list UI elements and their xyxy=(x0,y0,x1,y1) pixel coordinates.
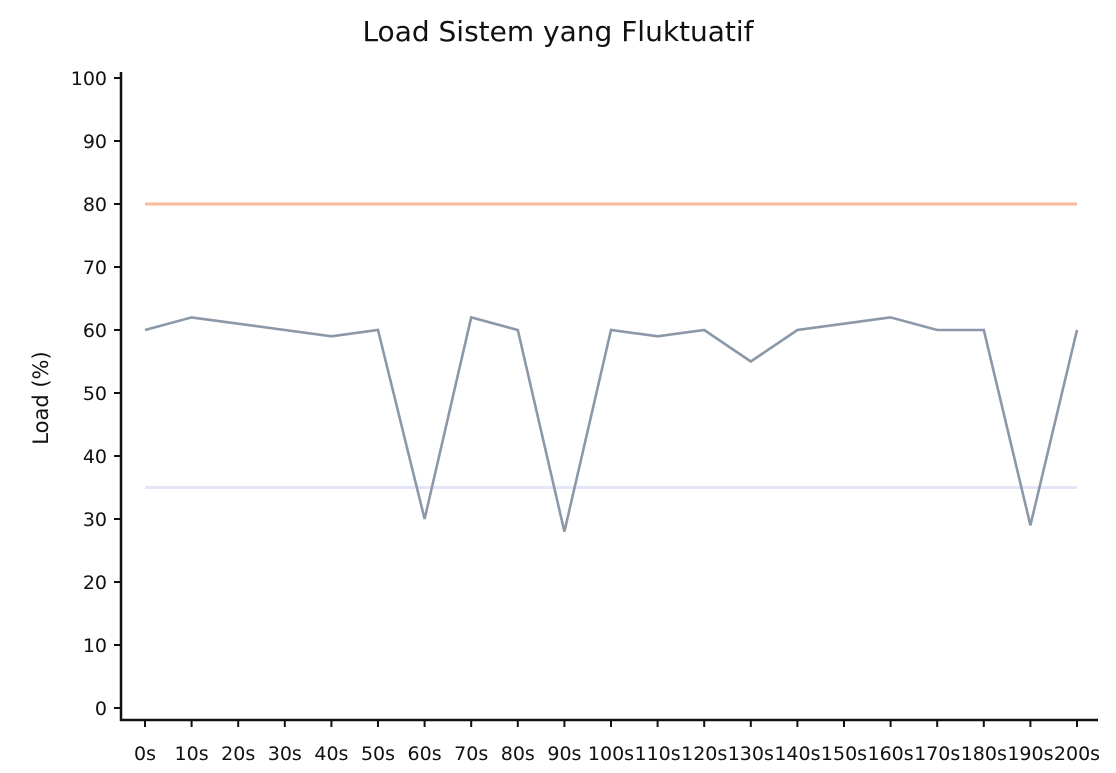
y-tick-label: 80 xyxy=(83,194,107,216)
x-tick-label: 120s xyxy=(681,743,727,765)
x-tick-label: 110s xyxy=(635,743,681,765)
x-tick-label: 90s xyxy=(547,743,581,765)
x-tick-label: 100s xyxy=(588,743,634,765)
y-tick-label: 70 xyxy=(83,257,107,279)
x-tick-label: 160s xyxy=(868,743,914,765)
x-tick-label: 140s xyxy=(774,743,820,765)
x-tick-label: 80s xyxy=(501,743,535,765)
x-tick-label: 70s xyxy=(454,743,488,765)
x-tick-label: 60s xyxy=(408,743,442,765)
y-tick-label: 50 xyxy=(83,383,107,405)
y-tick-label: 0 xyxy=(95,698,107,720)
x-tick-label: 30s xyxy=(268,743,302,765)
x-tick-label: 40s xyxy=(314,743,348,765)
axes xyxy=(119,72,1098,722)
x-ticks: 0s 10s 20s 30s 40s 50s 60s 70s 80s 90s 100s 110s 120… xyxy=(134,720,1100,765)
x-tick-label: 50s xyxy=(361,743,395,765)
reference-lines xyxy=(145,202,1077,489)
y-tick-label: 30 xyxy=(83,509,107,531)
y-tick-label: 90 xyxy=(83,131,107,153)
x-tick-label: 130s xyxy=(728,743,774,765)
y-tick-label: 100 xyxy=(71,68,107,90)
x-tick-label: 180s xyxy=(961,743,1007,765)
x-tick-label: 190s xyxy=(1007,743,1053,765)
x-tick-label: 200s xyxy=(1054,743,1100,765)
y-tick-label: 60 xyxy=(83,320,107,342)
x-tick-label: 0s xyxy=(134,743,156,765)
y-tick-label: 10 xyxy=(83,635,107,657)
chart-title: Load Sistem yang Fluktuatif xyxy=(362,15,754,48)
x-tick-label: 20s xyxy=(221,743,255,765)
y-axis-label: Load (%) xyxy=(29,351,53,444)
x-tick-label: 10s xyxy=(175,743,209,765)
y-tick-label: 20 xyxy=(83,572,107,594)
series-layer xyxy=(144,315,1079,532)
x-tick-label: 150s xyxy=(821,743,867,765)
series-line-0 xyxy=(144,315,1079,532)
y-tick-label: 40 xyxy=(83,446,107,468)
y-ticks: 0 10 20 30 40 50 60 70 80 90 100 xyxy=(71,68,121,720)
x-tick-label: 170s xyxy=(914,743,960,765)
